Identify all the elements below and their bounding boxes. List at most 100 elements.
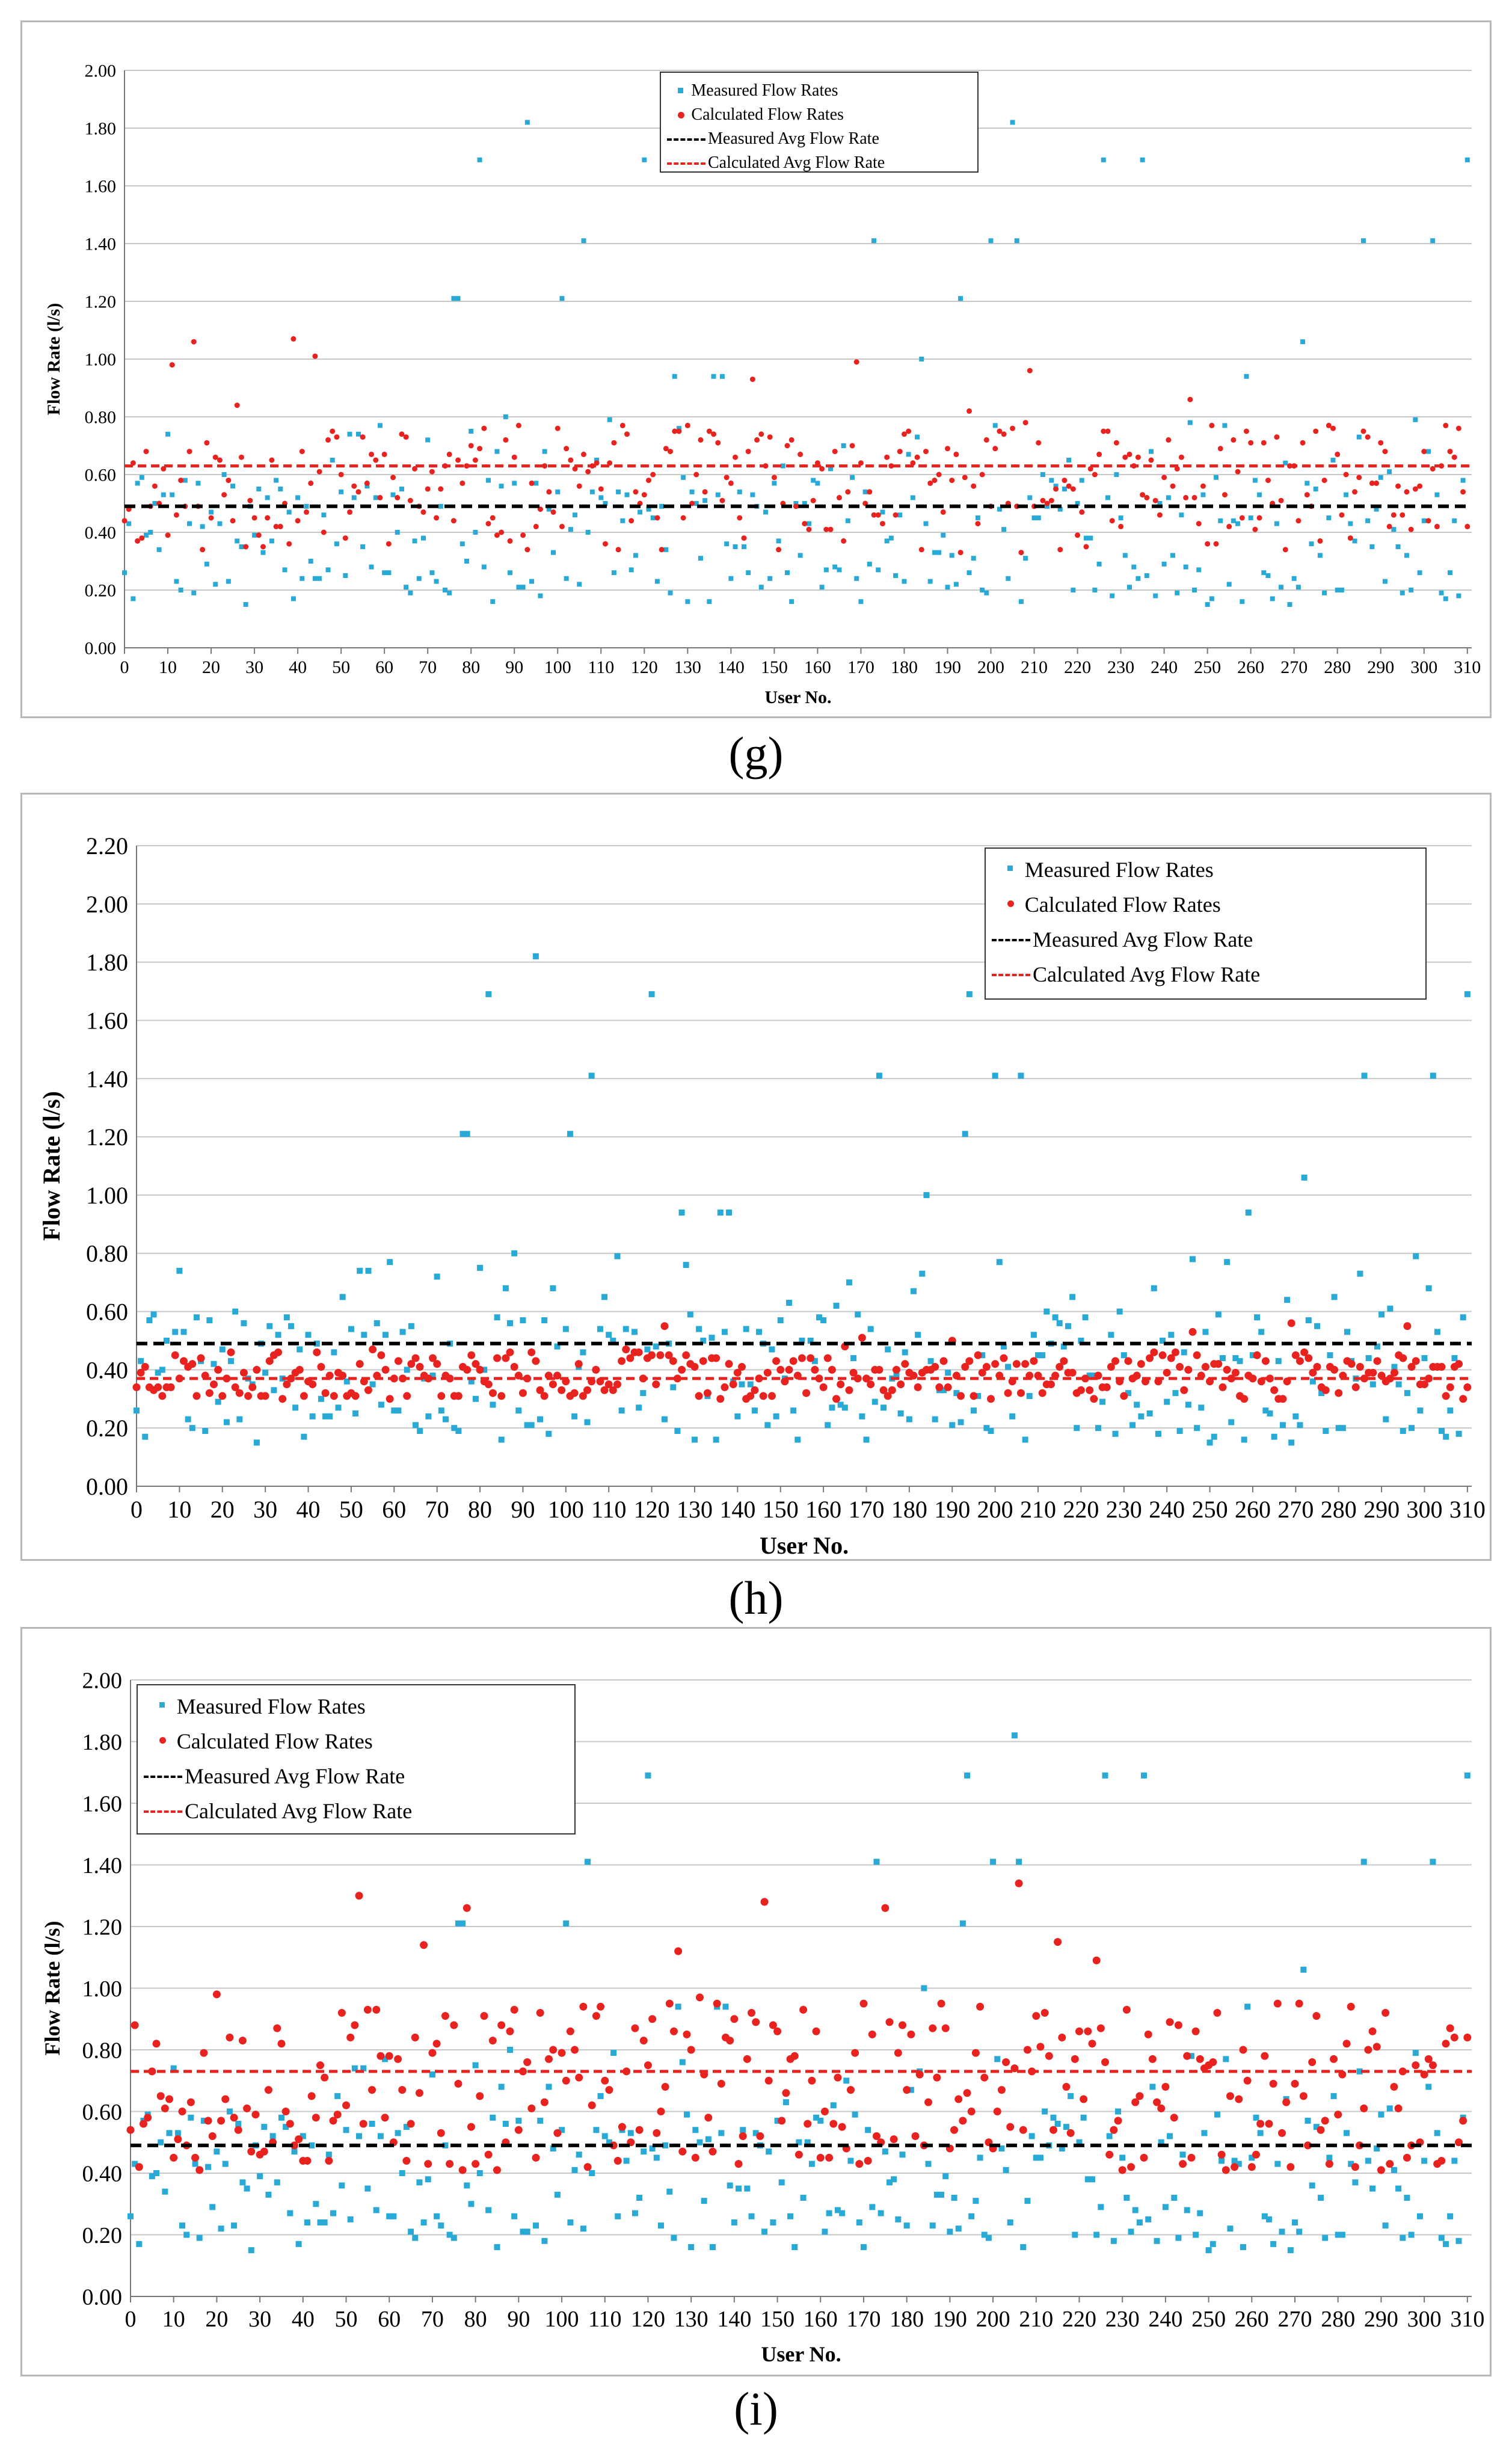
measured-point	[218, 2225, 224, 2232]
measured-point	[949, 553, 954, 558]
x-tick-label: 280	[1321, 2307, 1355, 2332]
calculated-point	[274, 1348, 283, 1356]
calculated-point	[333, 2111, 342, 2119]
measured-point	[1042, 2108, 1048, 2115]
calculated-point	[1425, 1374, 1433, 1383]
calculated-point	[1231, 437, 1237, 443]
calculated-point	[446, 1374, 454, 1383]
measured-point	[149, 2173, 155, 2180]
measured-point	[170, 492, 175, 497]
measured-point	[373, 2207, 380, 2213]
x-tick-label: 200	[977, 657, 1004, 677]
calculated-point	[1243, 428, 1249, 434]
calculated-point	[609, 1386, 617, 1394]
measured-point	[852, 2111, 858, 2118]
measured-point	[915, 434, 920, 440]
measured-point	[1270, 2240, 1277, 2247]
measured-point	[156, 547, 162, 552]
legend-measured-avg: Measured Avg Flow Rate	[986, 927, 1422, 962]
calculated-point	[1235, 469, 1241, 475]
calculated-point	[515, 422, 521, 428]
legend-calculated-label: Calculated Flow Rates	[1024, 893, 1221, 917]
calculated-point	[139, 535, 145, 541]
calculated-point	[135, 2163, 143, 2171]
measured-point	[286, 509, 292, 515]
measured-point	[1011, 1732, 1018, 1739]
calculated-point	[1105, 428, 1111, 434]
calculated-point	[555, 425, 561, 431]
calculated-point	[687, 2046, 695, 2054]
measured-point	[257, 2173, 263, 2180]
measured-point	[1284, 1297, 1291, 1303]
measured-point	[1192, 588, 1197, 592]
measured-point	[945, 585, 950, 590]
measured-point	[1033, 2154, 1039, 2161]
calculated-point	[223, 1374, 231, 1383]
calculated-point	[607, 460, 613, 466]
measured-point	[404, 1367, 410, 1373]
calculated-point	[1127, 2163, 1136, 2171]
calculated-point	[307, 2092, 316, 2100]
measured-point	[763, 509, 768, 515]
measured-point	[1155, 1430, 1161, 1437]
calculated-point	[1075, 532, 1081, 538]
measured-point	[274, 478, 279, 483]
measured-point	[951, 2195, 957, 2201]
calculated-point	[395, 494, 401, 500]
calculated-point	[559, 523, 565, 529]
measured-point	[644, 1346, 651, 1353]
calculated-point	[950, 2126, 959, 2134]
measured-point	[876, 1072, 882, 1079]
y-tick-label: 0.80	[85, 408, 117, 428]
measured-point	[580, 1349, 586, 1356]
measured-point	[1129, 1422, 1136, 1429]
calculated-point	[351, 483, 357, 489]
legend-calculated-avg-symbol	[667, 162, 705, 165]
calculated-point	[281, 2108, 290, 2115]
calculated-point	[174, 2135, 182, 2144]
calculated-point	[1343, 472, 1349, 478]
measured-point	[606, 1332, 612, 1338]
calculated-point	[1038, 1389, 1046, 1397]
measured-point	[1205, 2247, 1212, 2254]
measured-point	[183, 2231, 190, 2238]
measured-point	[309, 2142, 315, 2148]
calculated-point	[1291, 2079, 1299, 2088]
measured-point	[618, 1407, 625, 1414]
legend-measured-avg-label: Measured Avg Flow Rate	[708, 129, 879, 148]
measured-point	[1167, 2133, 1173, 2139]
measured-point	[767, 576, 773, 581]
calculated-point	[641, 492, 647, 498]
measured-point	[162, 2188, 168, 2195]
calculated-point	[438, 486, 444, 492]
measured-point	[666, 2188, 673, 2195]
measured-point	[1447, 2213, 1454, 2219]
measured-point	[581, 238, 586, 244]
calculated-point	[519, 2067, 527, 2076]
legend-measured-label: Measured Flow Rates	[176, 1694, 366, 1718]
measured-point	[1119, 2154, 1126, 2161]
measured-point	[663, 547, 669, 552]
measured-point	[1348, 521, 1353, 526]
measured-point	[464, 1131, 470, 1137]
calculated-point	[929, 2024, 937, 2032]
measured-point	[1003, 2167, 1009, 2173]
calculated-point	[158, 1392, 167, 1400]
calculated-point	[991, 1360, 1000, 1368]
measured-point	[1179, 512, 1184, 518]
calculated-point	[715, 440, 721, 446]
measured-point	[223, 1419, 230, 1425]
calculated-point	[325, 2157, 333, 2165]
measured-point	[533, 481, 539, 486]
measured-point	[910, 495, 915, 500]
calculated-point	[467, 2123, 475, 2131]
measured-point	[938, 2191, 945, 2198]
measured-point	[1442, 2240, 1449, 2247]
calculated-point	[897, 1380, 905, 1389]
measured-point	[1313, 2124, 1320, 2130]
calculated-point	[1075, 2027, 1083, 2035]
measured-point	[138, 1358, 144, 1364]
calculated-point	[600, 1386, 609, 1394]
measured-point	[391, 1407, 398, 1414]
measured-point	[446, 2231, 453, 2238]
